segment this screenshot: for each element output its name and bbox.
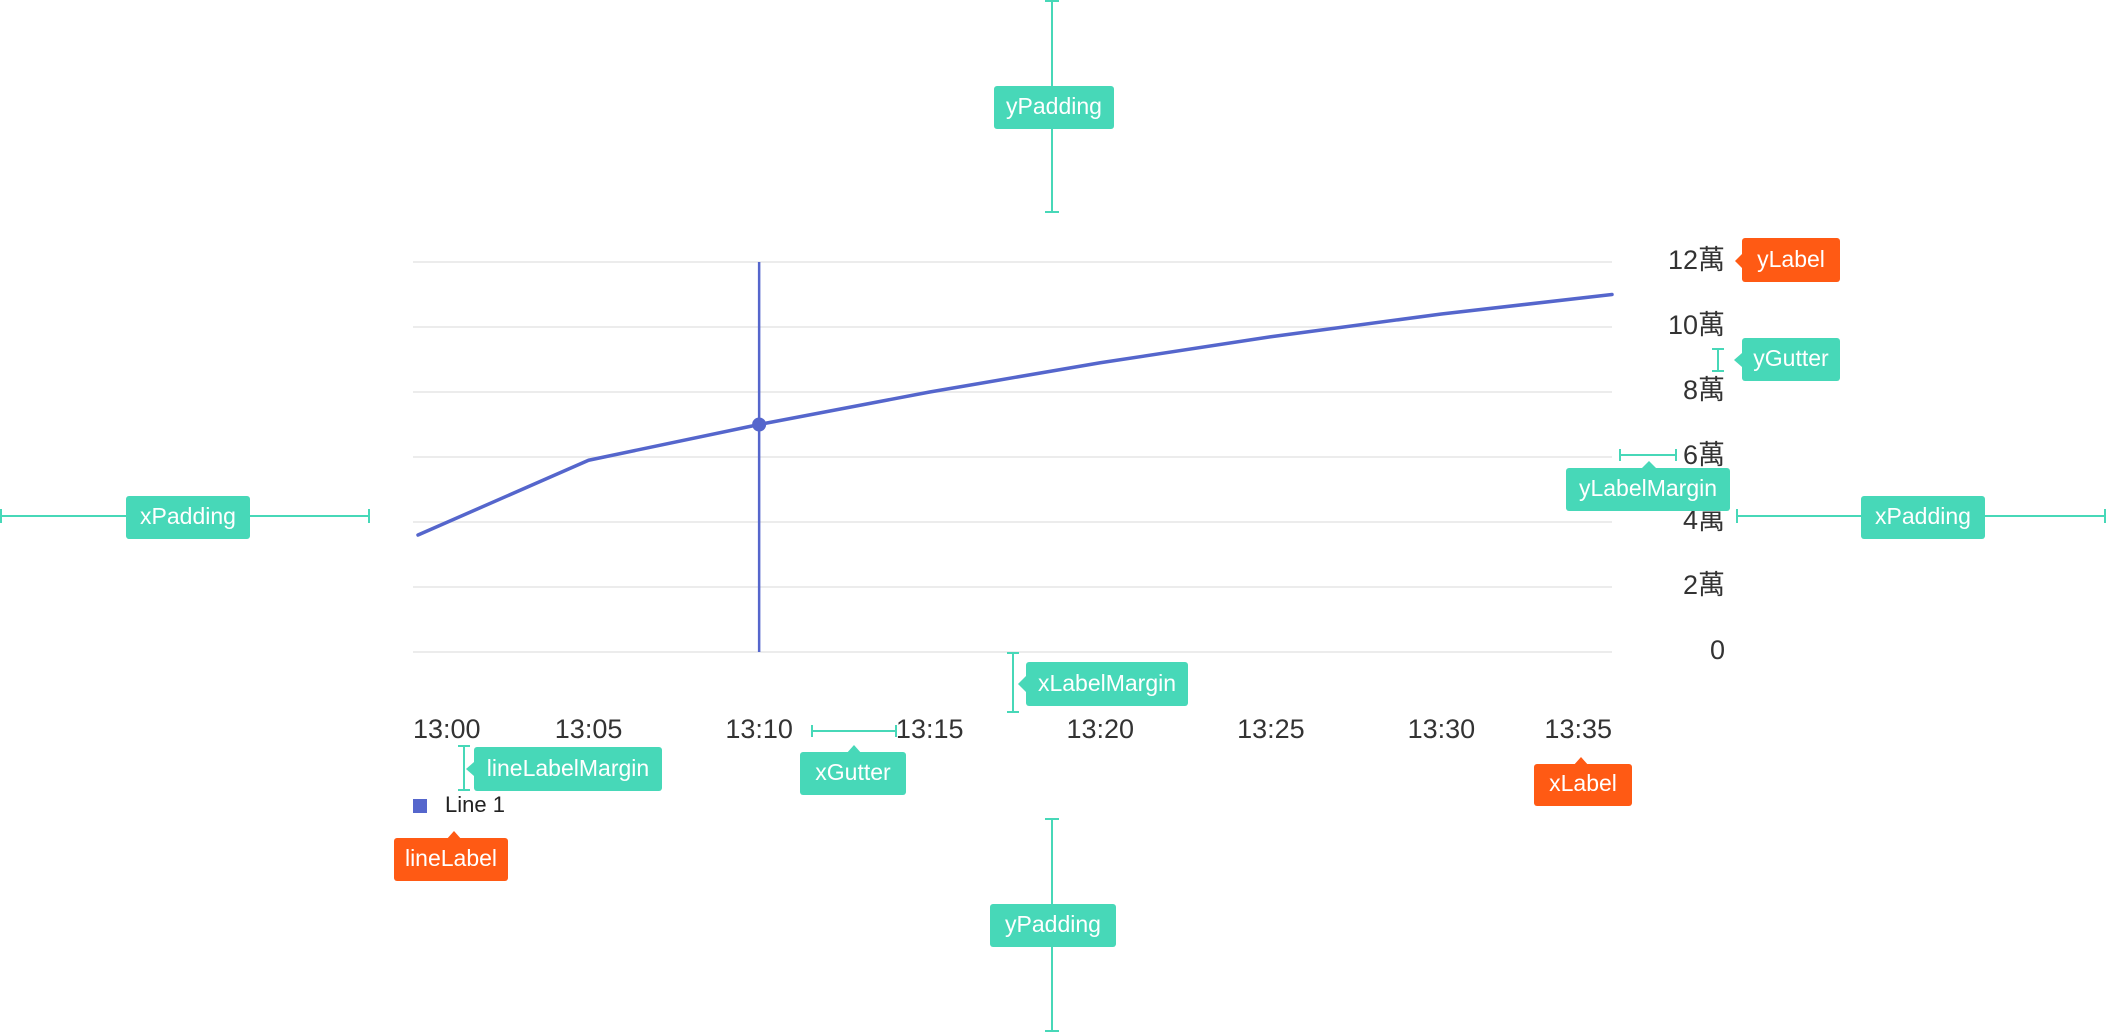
ylabel-tag bbox=[1742, 238, 1840, 282]
xlabelmargin-tag-pointer bbox=[1018, 676, 1026, 692]
ygutter-tag bbox=[1742, 338, 1840, 381]
x-tick-label: 13:15 bbox=[896, 714, 964, 744]
xlabel-label: xLabel bbox=[1549, 770, 1617, 796]
ypadding-top-label: yPadding bbox=[1006, 93, 1102, 119]
ylabelmargin-tag-pointer bbox=[1641, 461, 1657, 469]
xgutter-tag-pointer bbox=[846, 745, 862, 754]
x-tick-label: 13:05 bbox=[555, 714, 623, 744]
linelabelmargin-tag-pointer bbox=[466, 762, 474, 776]
xlabelmargin-annotation bbox=[1007, 652, 1019, 713]
linelabel-tag-pointer bbox=[446, 831, 462, 840]
ylabel-tag-pointer bbox=[1735, 254, 1742, 268]
highlight-point bbox=[752, 417, 767, 432]
legend-swatch bbox=[413, 799, 427, 813]
linelabelmargin-label: lineLabelMargin bbox=[487, 755, 649, 781]
xlabel-tag bbox=[1534, 764, 1632, 806]
xlabelmargin-label: xLabelMargin bbox=[1038, 670, 1176, 696]
ylabelmargin-label: yLabelMargin bbox=[1579, 475, 1717, 501]
xpadding-right-tag bbox=[1861, 496, 1985, 539]
linelabelmargin-annotation bbox=[458, 745, 470, 791]
linelabel-label: lineLabel bbox=[405, 845, 497, 871]
series-line bbox=[416, 292, 1614, 537]
y-tick-label: 12萬 bbox=[1668, 245, 1725, 275]
xpadding-left-tag bbox=[126, 496, 250, 539]
ypadding-bottom-label: yPadding bbox=[1005, 911, 1101, 937]
xpadding-left-label: xPadding bbox=[140, 503, 236, 529]
x-axis-labels: 13:00 13:05 13:10 13:15 13:20 13:25 13:30 13:35 bbox=[413, 714, 1612, 744]
linelabelmargin-tag bbox=[474, 747, 662, 791]
linelabel-tag bbox=[394, 838, 508, 881]
xpadding-right-label: xPadding bbox=[1875, 503, 1971, 529]
x-tick-label: 13:20 bbox=[1066, 714, 1134, 744]
x-tick-label: 13:10 bbox=[725, 714, 793, 744]
y-tick-label: 6萬 bbox=[1683, 440, 1725, 470]
x-tick-label: 13:35 bbox=[1544, 714, 1612, 744]
legend-label: Line 1 bbox=[445, 792, 505, 817]
grid-lines bbox=[413, 261, 1612, 653]
series-line-1 bbox=[416, 292, 1614, 537]
x-tick-label: 13:25 bbox=[1237, 714, 1305, 744]
x-tick-label: 13:00 bbox=[413, 714, 481, 744]
legend: Line 1 bbox=[413, 792, 505, 817]
y-tick-label: 10萬 bbox=[1668, 310, 1725, 340]
ylabelmargin-annotation bbox=[1619, 449, 1677, 461]
x-tick-label: 13:30 bbox=[1408, 714, 1476, 744]
ygutter-tag-pointer bbox=[1734, 353, 1742, 367]
y-tick-label: 0 bbox=[1710, 635, 1725, 665]
ygutter-label: yGutter bbox=[1753, 345, 1829, 371]
xlabel-tag-pointer bbox=[1573, 757, 1589, 766]
ypadding-bottom-tag bbox=[990, 904, 1116, 947]
xgutter-annotation bbox=[811, 725, 897, 737]
ygutter-annotation bbox=[1712, 348, 1724, 372]
xgutter-tag bbox=[800, 752, 906, 795]
y-tick-label: 8萬 bbox=[1683, 375, 1725, 405]
ylabel-label: yLabel bbox=[1757, 246, 1825, 272]
xlabelmargin-tag bbox=[1026, 662, 1188, 706]
y-tick-label: 2萬 bbox=[1683, 570, 1725, 600]
ypadding-top-tag bbox=[994, 86, 1114, 129]
xgutter-label: xGutter bbox=[815, 759, 891, 785]
ylabelmargin-tag bbox=[1566, 468, 1730, 511]
